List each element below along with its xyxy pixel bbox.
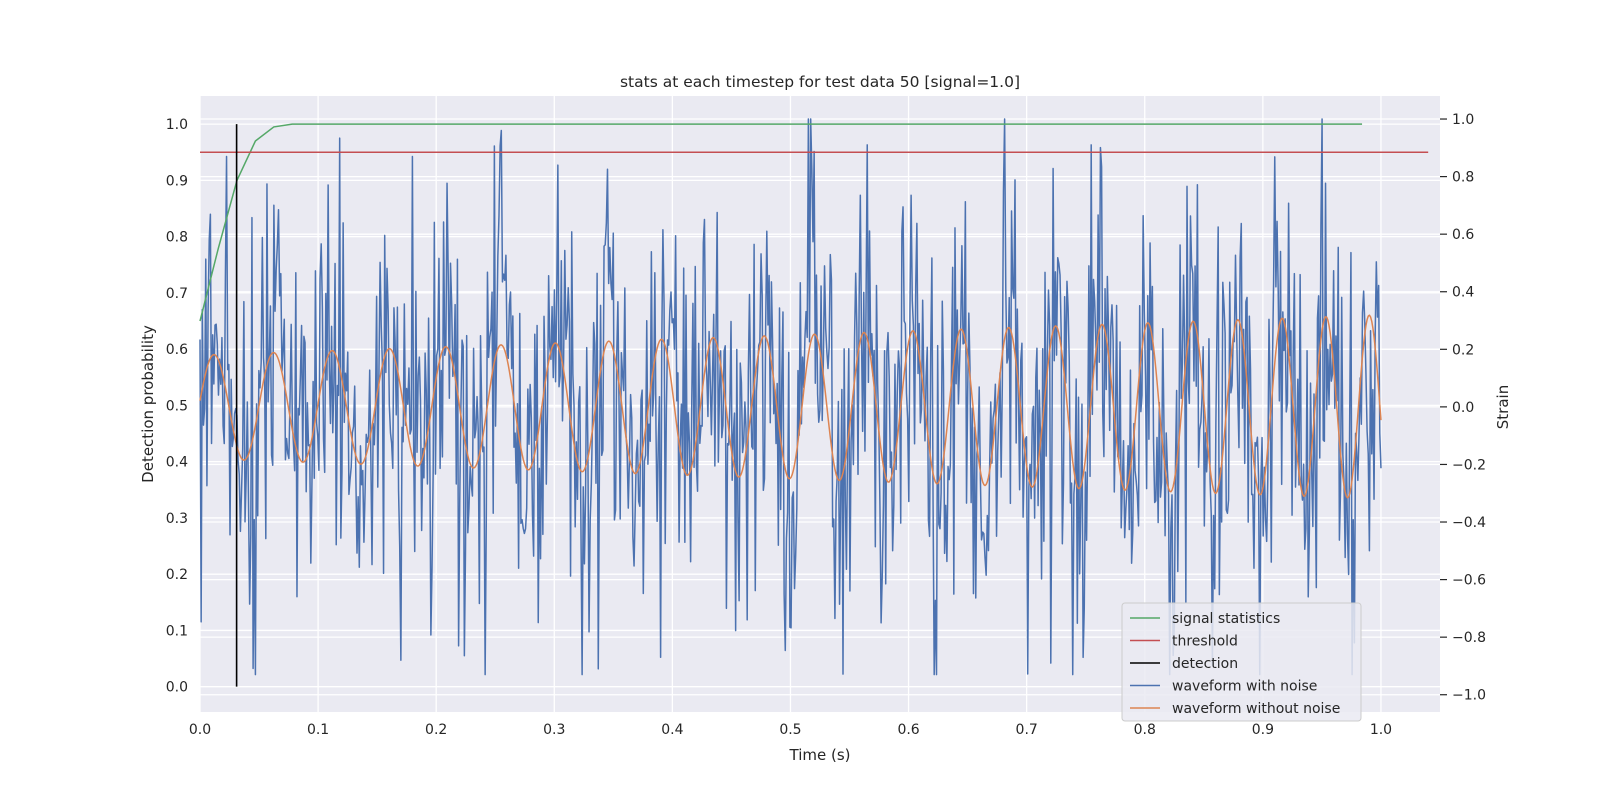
y-left-tick-label: 0.0 (166, 680, 188, 696)
y-right-tick-label: −1.0 (1452, 688, 1486, 704)
y-left-tick-label: 0.2 (166, 567, 188, 583)
y-left-tick-label: 0.3 (166, 511, 188, 527)
y-axis-left: 0.0 0.1 0.2 0.3 0.4 0.5 0.6 0.7 0.8 0.9 1.0 (166, 117, 188, 696)
x-tick-label: 0.6 (897, 722, 919, 738)
legend: signal statistics threshold detection wavef… (1121, 602, 1362, 722)
x-tick-label: 0.3 (543, 722, 565, 738)
y-left-tick-label: 0.6 (166, 342, 188, 358)
y-right-tick-label: −0.8 (1452, 630, 1486, 646)
legend-label: waveform without noise (1172, 701, 1340, 717)
y-right-tick-label: −0.6 (1452, 573, 1486, 589)
y-right-tick-label: 0.8 (1452, 170, 1474, 186)
series-layer (199, 118, 1429, 687)
x-tick-label: 0.0 (189, 722, 211, 738)
x-tick-label: 0.8 (1134, 722, 1156, 738)
y-left-tick-label: 0.4 (166, 455, 188, 471)
series-waveform-with-noise (199, 118, 1382, 676)
y-right-tick-label: −0.2 (1452, 457, 1486, 473)
y-right-tick-label: 1.0 (1452, 112, 1474, 128)
legend-label: detection (1172, 656, 1238, 672)
legend-box (1121, 602, 1362, 722)
x-tick-label: 0.5 (779, 722, 801, 738)
chart-title: stats at each timestep for test data 50 … (620, 73, 1020, 91)
y-axis-left-label: Detection probability (139, 325, 157, 483)
legend-label: signal statistics (1172, 611, 1280, 627)
x-tick-label: 0.7 (1016, 722, 1038, 738)
y-left-tick-label: 0.1 (166, 623, 188, 639)
y-left-tick-label: 1.0 (166, 117, 188, 133)
y-right-tick-label: 0.6 (1452, 227, 1474, 243)
y-right-tick-label: −0.4 (1452, 515, 1486, 531)
y-right-tick-label: 0.4 (1452, 285, 1474, 301)
y-right-tick-label: 0.2 (1452, 342, 1474, 358)
y-left-tick-label: 0.9 (166, 173, 188, 189)
y-axis-right-label: Strain (1494, 385, 1512, 429)
series-signal-statistics (199, 123, 1363, 322)
y-left-tick-label: 0.5 (166, 398, 188, 414)
y-left-tick-label: 0.7 (166, 286, 188, 302)
legend-label: waveform with noise (1172, 679, 1317, 695)
x-axis-label: Time (s) (789, 746, 851, 764)
x-tick-label: 1.0 (1370, 722, 1392, 738)
y-left-tick-label: 0.8 (166, 230, 188, 246)
x-tick-label: 0.2 (425, 722, 447, 738)
x-tick-label: 0.1 (307, 722, 329, 738)
series-waveform-without-noise (199, 314, 1382, 499)
y-axis-right: −1.0 −0.8 −0.6 −0.4 −0.2 0.0 0.2 0.4 0.6 0.8 1.0 (1440, 112, 1486, 704)
x-tick-label: 0.9 (1252, 722, 1274, 738)
y-right-tick-label: 0.0 (1452, 400, 1474, 416)
x-tick-label: 0.4 (661, 722, 683, 738)
legend-label: threshold (1172, 634, 1238, 650)
x-axis: 0.0 0.1 0.2 0.3 0.4 0.5 0.6 0.7 0.8 0.9 1.0 (189, 722, 1392, 738)
